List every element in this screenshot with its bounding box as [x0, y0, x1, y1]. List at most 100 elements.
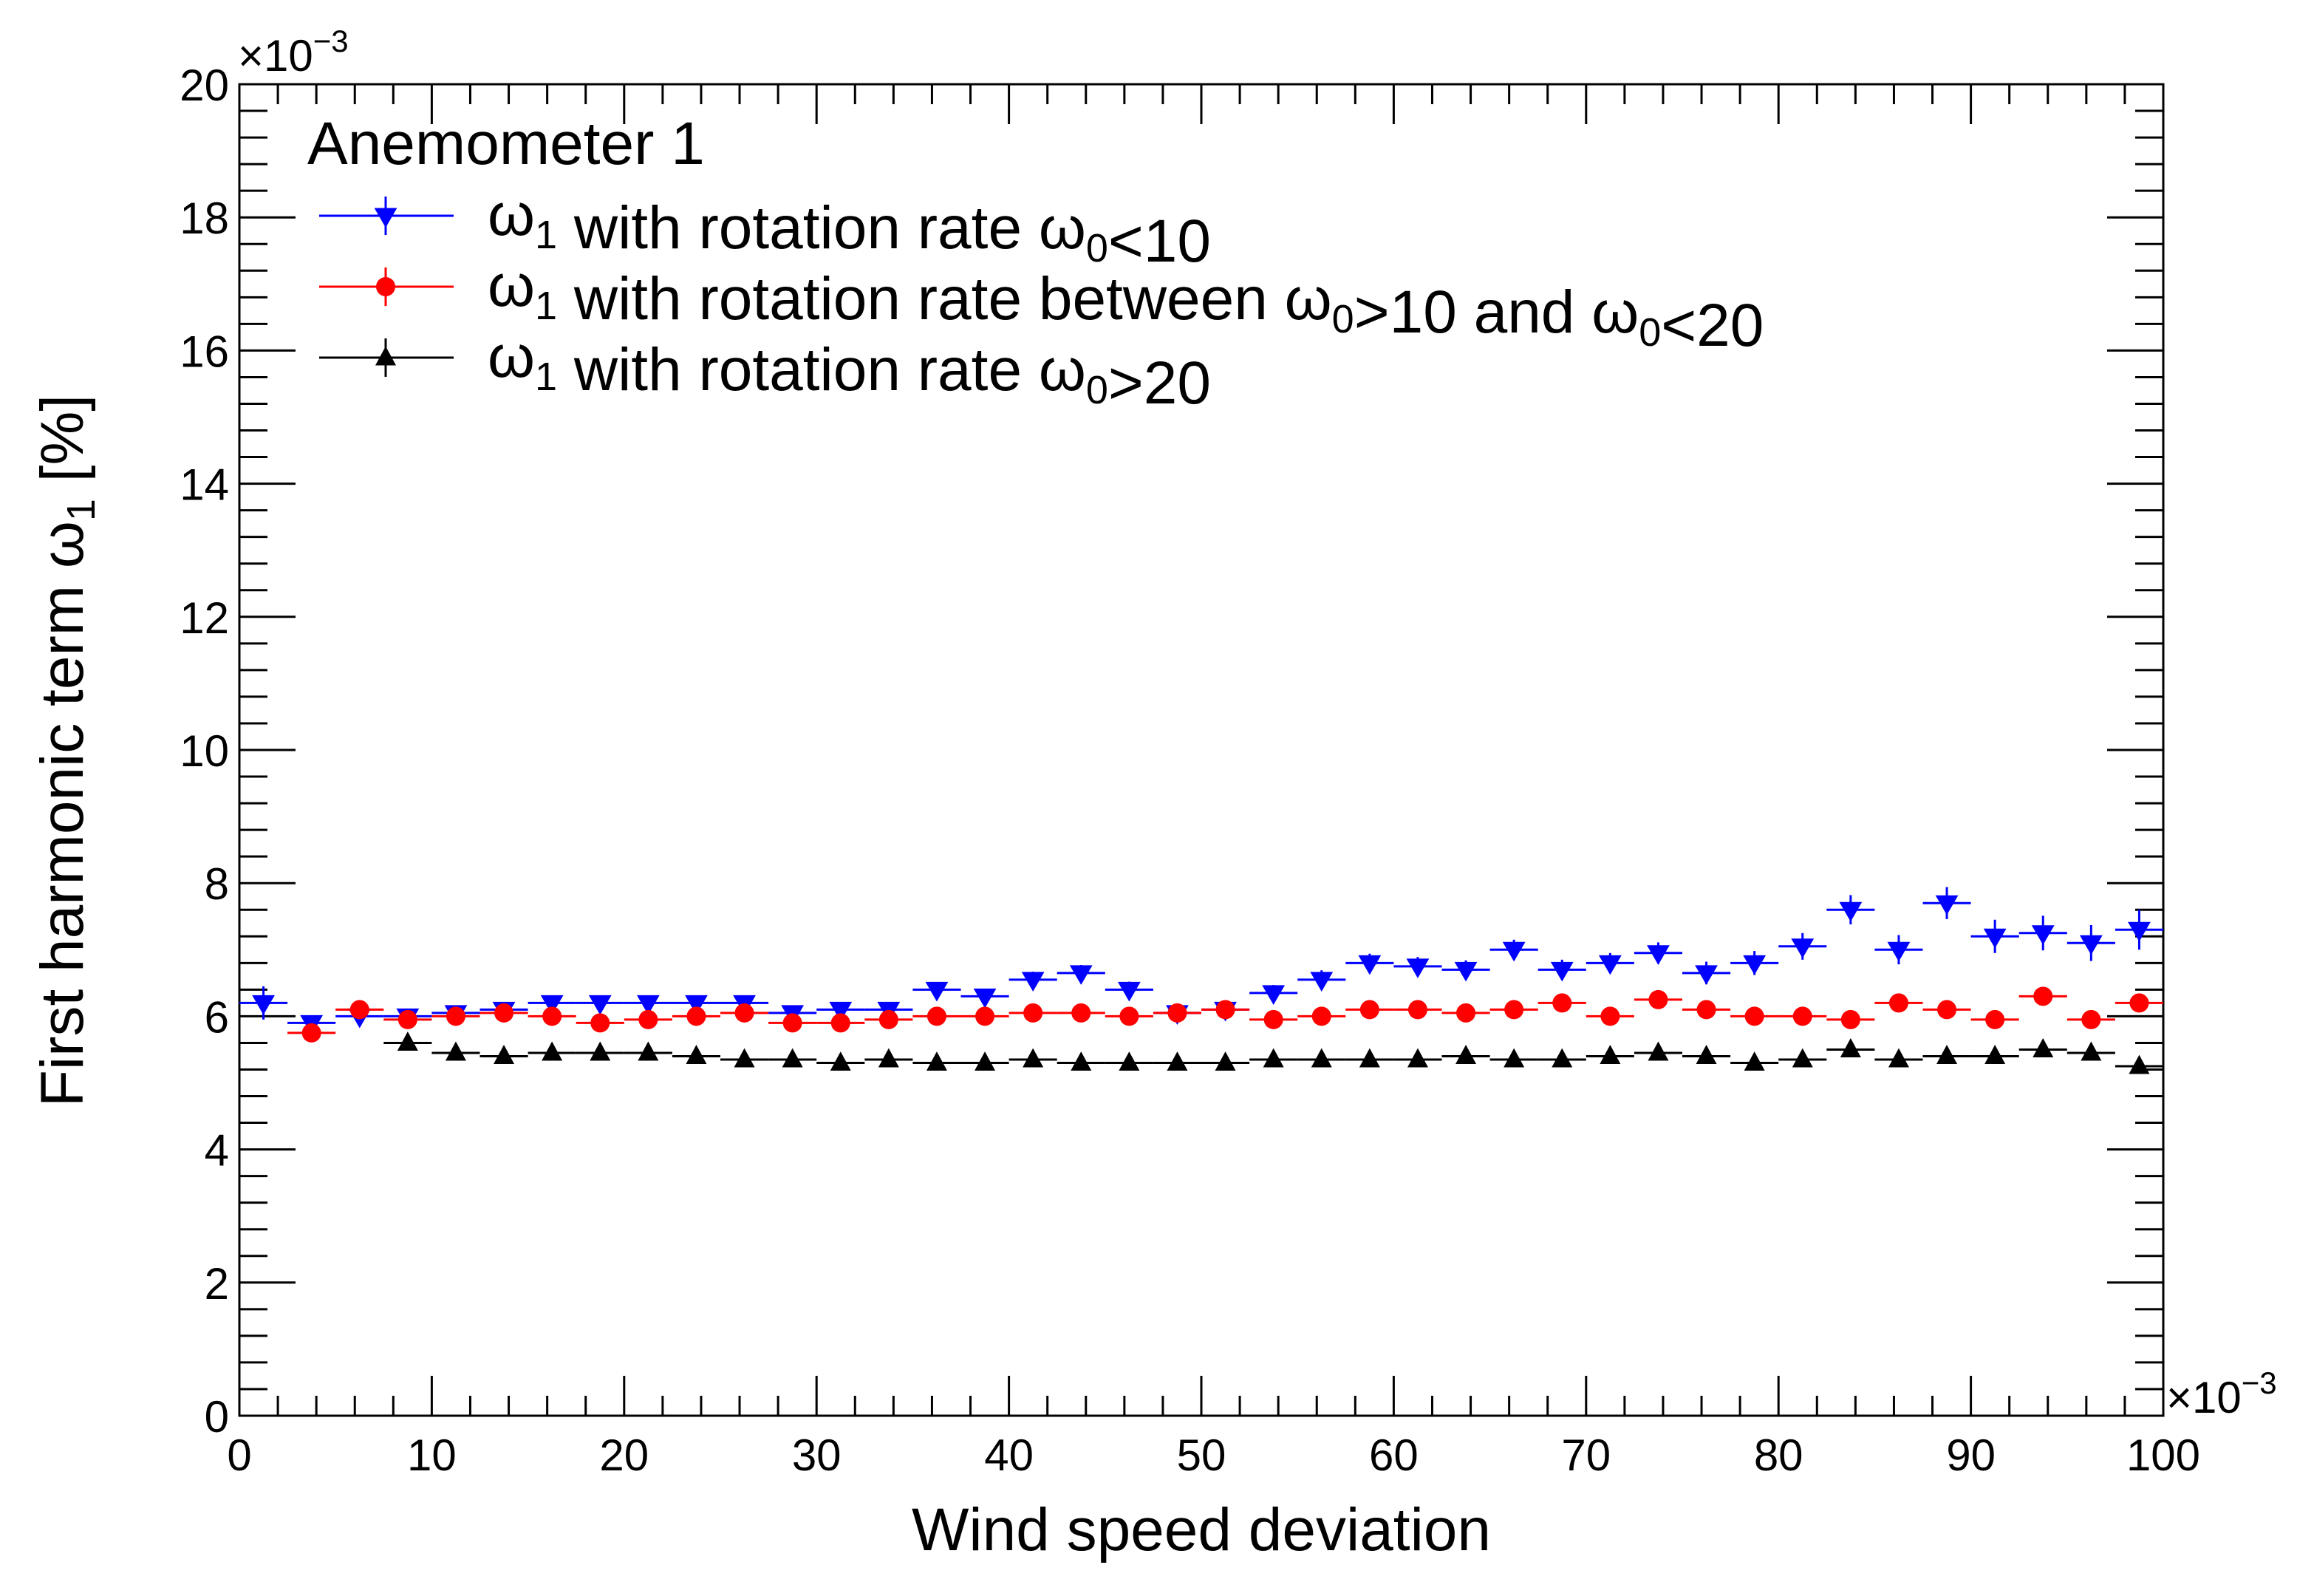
data-point: [1071, 1003, 1091, 1023]
x-tick-label: 20: [599, 1430, 649, 1480]
data-point: [1117, 981, 1141, 1002]
y-tick-label: 16: [180, 327, 229, 376]
x-axis-multiplier: ×10−3: [2166, 1365, 2277, 1422]
legend-marker: [374, 208, 397, 228]
data-point: [1071, 1051, 1092, 1071]
data-point: [1888, 993, 1908, 1013]
data-point: [829, 1001, 853, 1022]
series-layer: [239, 887, 2163, 1074]
data-point: [1937, 1000, 1957, 1020]
data-point: [830, 1051, 851, 1071]
y-tick-label: 6: [205, 992, 229, 1042]
data-point: [686, 1006, 706, 1026]
data-point: [1600, 1006, 1620, 1026]
data-point: [1936, 1045, 1958, 1064]
legend-text: ω: [488, 323, 535, 390]
data-point: [925, 981, 949, 1002]
x-tick-label: 40: [984, 1430, 1034, 1480]
data-point: [926, 1006, 946, 1026]
data-point: [638, 1009, 658, 1029]
data-point: [1792, 1048, 1813, 1068]
data-point: [1983, 928, 2007, 949]
legend-subscript: 1: [535, 213, 557, 257]
x-multiplier-exp: −3: [2242, 1365, 2277, 1400]
data-point: [1167, 1051, 1188, 1071]
data-point: [1310, 972, 1334, 992]
data-point: [1887, 941, 1911, 962]
legend-text: >10 and ω: [1354, 279, 1639, 346]
legend-subscript: 0: [1639, 310, 1661, 355]
y-multiplier-base: ×10: [238, 31, 313, 81]
data-point: [1598, 955, 1622, 975]
data-point: [1215, 1051, 1236, 1071]
legend-subscript: 1: [535, 355, 557, 399]
data-point: [1263, 1048, 1284, 1068]
data-point: [1358, 955, 1382, 975]
y-tick-label: 0: [205, 1392, 229, 1442]
legend-text: <20: [1661, 292, 1764, 359]
data-point: [1550, 961, 1574, 982]
data-point: [445, 1041, 466, 1061]
data-point: [588, 995, 612, 1015]
data-point: [1647, 945, 1670, 965]
data-point: [1985, 1009, 2005, 1029]
data-point: [2081, 1041, 2102, 1061]
data-point: [542, 1041, 563, 1061]
data-point: [590, 1041, 611, 1061]
legend-entry: ω1 with rotation rate ω0<10: [488, 181, 1211, 275]
data-point: [1407, 1048, 1428, 1068]
y-multiplier-exp: −3: [313, 24, 349, 58]
data-point: [1743, 955, 1767, 975]
legend-subscript: 0: [1332, 297, 1354, 341]
data-point: [446, 1006, 465, 1026]
data-point: [1406, 958, 1430, 978]
data-point: [975, 1006, 995, 1026]
y-tick-label: 12: [180, 593, 229, 643]
data-point: [1119, 1051, 1140, 1071]
data-point: [1791, 938, 1815, 958]
y-tick-label: 14: [180, 460, 229, 510]
x-multiplier-base: ×10: [2166, 1373, 2242, 1422]
y-tick-label: 20: [180, 61, 229, 110]
series-3: [383, 1031, 2163, 1074]
data-point: [1119, 1006, 1139, 1026]
data-point: [1359, 1000, 1379, 1020]
data-point: [1792, 1006, 1812, 1026]
legend-subscript: 1: [535, 284, 557, 328]
data-point: [1359, 1048, 1380, 1068]
data-point: [1744, 1051, 1765, 1071]
y-tick-label: 4: [205, 1126, 229, 1176]
y-axis-label: First harmonic term ω1 [%]: [29, 395, 103, 1107]
legend-text: <10: [1108, 208, 1211, 275]
data-point: [349, 1000, 369, 1020]
data-point: [1454, 961, 1478, 982]
data-point: [636, 995, 660, 1015]
data-point: [1552, 1048, 1573, 1068]
data-point: [397, 1009, 417, 1029]
data-point: [878, 1009, 898, 1029]
x-tick-label: 50: [1177, 1430, 1226, 1480]
legend-text: ω: [488, 252, 535, 319]
data-point: [686, 1045, 707, 1064]
data-point: [1696, 1045, 1717, 1064]
data-point: [2031, 925, 2055, 945]
y-tick-label: 10: [180, 726, 229, 776]
y-axis-multiplier: ×10−3: [238, 24, 349, 81]
data-point: [782, 1048, 803, 1068]
data-point: [1552, 993, 1572, 1013]
legend-text: with rotation rate between ω: [557, 265, 1332, 332]
data-point: [1455, 1045, 1477, 1064]
data-point: [494, 1003, 514, 1023]
data-point: [301, 1023, 321, 1043]
data-point: [2129, 1054, 2150, 1074]
data-point: [830, 1013, 850, 1033]
data-point: [1984, 1045, 2006, 1064]
legend-marker: [376, 277, 395, 296]
data-point: [252, 995, 275, 1015]
data-point: [685, 995, 708, 1015]
data-point: [1263, 1009, 1283, 1029]
data-point: [1744, 1006, 1764, 1026]
